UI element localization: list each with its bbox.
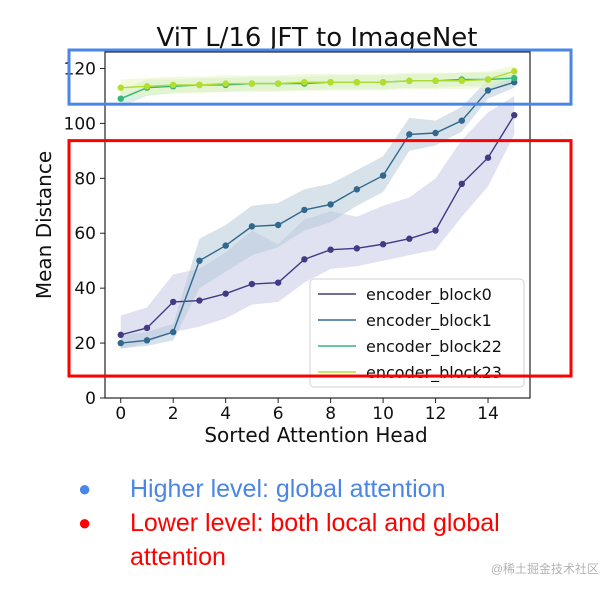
data-point-encoder_block0-12 — [432, 227, 439, 234]
confidence-band-3 — [120, 65, 515, 96]
data-point-encoder_block23-1 — [143, 83, 151, 90]
data-point-encoder_block23-2 — [170, 81, 177, 89]
x-tick-label: 6 — [273, 404, 284, 424]
bullet-dot-icon: ● — [78, 510, 92, 535]
data-point-encoder_block1-11 — [406, 131, 413, 138]
data-point-encoder_block1-6 — [274, 221, 282, 229]
data-point-encoder_block23-5 — [248, 80, 256, 87]
data-point-encoder_block23-0 — [117, 84, 124, 91]
higher-level-box — [67, 48, 573, 106]
data-point-encoder_block1-10 — [379, 172, 387, 179]
data-point-encoder_block0-13 — [458, 180, 465, 188]
bullet-lower-text: Lower level: both local and global atten… — [130, 509, 500, 571]
y-tick-label: 60 — [74, 224, 96, 244]
legend-label-encoder_block0: encoder_block0 — [366, 285, 492, 305]
data-point-encoder_block1-0 — [117, 339, 124, 347]
data-point-encoder_block0-0 — [117, 331, 124, 339]
legend-box — [309, 278, 525, 388]
y-axis-label: Mean Distance — [32, 151, 56, 299]
legend-label-encoder_block23: encoder_block23 — [366, 363, 502, 383]
data-point-encoder_block0-10 — [379, 241, 387, 248]
bullet-dot-icon: ● — [78, 476, 92, 501]
data-point-encoder_block1-1 — [143, 337, 151, 344]
data-point-encoder_block0-6 — [274, 279, 282, 286]
data-point-encoder_block0-1 — [143, 324, 151, 332]
legend-label-encoder_block22: encoder_block22 — [366, 337, 502, 357]
data-point-encoder_block23-11 — [406, 77, 413, 85]
data-point-encoder_block0-5 — [248, 280, 256, 288]
series-line-encoder_block0 — [120, 114, 515, 336]
data-point-encoder_block0-8 — [327, 246, 334, 253]
chart-legend: encoder_block0 encoder_block1 encoder_bloc… — [309, 278, 525, 388]
series-line-encoder_block23 — [120, 70, 515, 89]
y-tick-label: 100 — [64, 114, 96, 134]
x-tick-label: 4 — [220, 404, 231, 424]
x-tick-label: 0 — [115, 404, 126, 424]
x-tick-label: 12 — [425, 404, 447, 424]
data-point-encoder_block22-15 — [511, 74, 518, 82]
data-point-encoder_block0-14 — [484, 154, 492, 161]
data-point-encoder_block0-11 — [406, 235, 413, 242]
data-point-encoder_block1-14 — [484, 87, 492, 94]
data-point-encoder_block23-6 — [274, 80, 282, 87]
y-tick-label: 40 — [74, 279, 96, 299]
x-axis-label: Sorted Attention Head — [204, 423, 427, 447]
data-point-encoder_block1-4 — [222, 242, 229, 249]
series-line-encoder_block1 — [120, 81, 515, 344]
y-tick-label: 120 — [64, 59, 96, 79]
data-point-encoder_block0-9 — [353, 245, 361, 252]
data-point-encoder_block23-7 — [301, 79, 308, 86]
watermark-text: @稀土掘金技术社区 — [490, 562, 599, 576]
x-tick-label: 14 — [477, 404, 499, 424]
chart-title: ViT L/16 JFT to ImageNet — [157, 23, 478, 53]
y-tick-label: 80 — [74, 169, 96, 189]
data-point-encoder_block0-15 — [511, 111, 518, 119]
data-point-encoder_block1-5 — [248, 223, 256, 230]
y-tick-label: 0 — [85, 389, 96, 409]
data-point-encoder_block22-0 — [117, 95, 124, 102]
data-point-encoder_block0-3 — [196, 297, 203, 304]
bullet-lower-level: ● Lower level: both local and global att… — [78, 506, 570, 574]
bullet-higher-text: Higher level: global attention — [130, 475, 446, 503]
x-tick-label: 10 — [372, 404, 394, 424]
data-point-encoder_block1-8 — [327, 201, 334, 208]
legend-label-encoder_block1: encoder_block1 — [366, 311, 492, 331]
data-point-encoder_block1-2 — [170, 328, 177, 336]
lower-level-box — [67, 139, 573, 378]
data-point-encoder_block23-13 — [458, 77, 465, 85]
data-point-encoder_block23-3 — [196, 81, 203, 89]
data-point-encoder_block23-4 — [222, 80, 229, 87]
data-point-encoder_block23-14 — [484, 76, 492, 83]
confidence-band-1 — [120, 73, 515, 349]
data-point-encoder_block1-3 — [196, 257, 203, 264]
data-point-encoder_block1-7 — [301, 206, 308, 214]
data-point-encoder_block23-9 — [353, 79, 361, 86]
x-tick-label: 8 — [325, 404, 336, 424]
data-point-encoder_block0-7 — [301, 256, 308, 263]
data-point-encoder_block0-2 — [170, 298, 177, 306]
data-point-encoder_block0-4 — [222, 290, 229, 297]
bullet-higher-level: ● Higher level: global attention — [78, 472, 570, 506]
data-point-encoder_block1-9 — [353, 186, 361, 193]
data-point-encoder_block1-13 — [458, 117, 465, 124]
data-point-encoder_block1-12 — [432, 129, 439, 137]
data-point-encoder_block23-10 — [379, 79, 387, 86]
x-tick-label: 2 — [168, 404, 179, 424]
attention-distance-chart: ViT L/16 JFT to ImageNet 0 2 4 6 8 10 12 14 0 20 4… — [32, 23, 573, 447]
data-point-encoder_block23-15 — [511, 68, 518, 75]
data-point-encoder_block23-12 — [432, 77, 439, 85]
plot-frame — [104, 51, 531, 399]
y-tick-label: 20 — [74, 334, 96, 354]
data-point-encoder_block23-8 — [327, 79, 334, 86]
